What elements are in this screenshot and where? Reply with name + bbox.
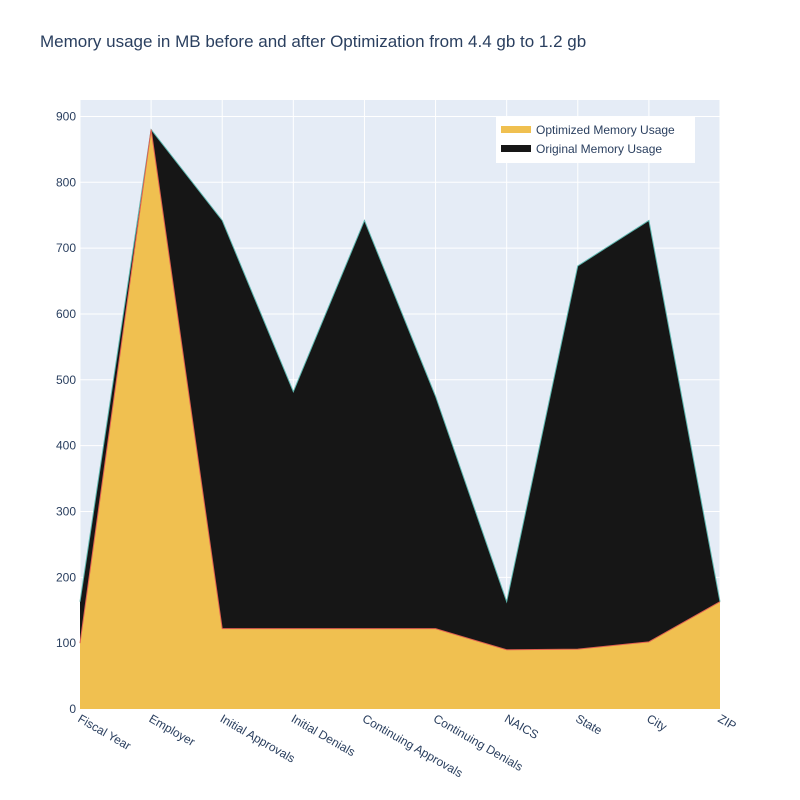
x-tick-label: Initial Approvals <box>218 711 298 765</box>
x-tick-label: NAICS <box>502 711 541 741</box>
x-tick-label: City <box>644 711 669 733</box>
y-tick-label: 700 <box>56 241 76 255</box>
series-area-optimized <box>80 129 720 710</box>
x-tick-label: Employer <box>147 711 198 748</box>
legend-label: Original Memory Usage <box>536 142 662 156</box>
x-tick-label: Fiscal Year <box>76 711 134 752</box>
series-line-optimized <box>79 129 721 651</box>
y-tick-label: 200 <box>56 570 76 584</box>
y-tick-label: 0 <box>69 702 76 716</box>
legend-swatch <box>501 145 531 152</box>
legend-label: Optimized Memory Usage <box>536 123 675 137</box>
y-tick-label: 300 <box>56 504 76 518</box>
chart-title: Memory usage in MB before and after Opti… <box>40 32 587 51</box>
x-tick-label: ZIP <box>716 711 739 732</box>
legend-box <box>496 117 695 163</box>
x-tick-label: State <box>573 711 605 737</box>
series-area-original <box>80 129 720 650</box>
y-tick-label: 800 <box>56 175 76 189</box>
y-tick-label: 600 <box>56 307 76 321</box>
x-tick-label: Initial Denials <box>289 711 358 759</box>
y-tick-label: 500 <box>56 373 76 387</box>
series-line-original <box>79 128 721 604</box>
y-tick-label: 100 <box>56 636 76 650</box>
legend-swatch <box>501 126 531 133</box>
y-tick-label: 900 <box>56 109 76 123</box>
y-tick-label: 400 <box>56 439 76 453</box>
